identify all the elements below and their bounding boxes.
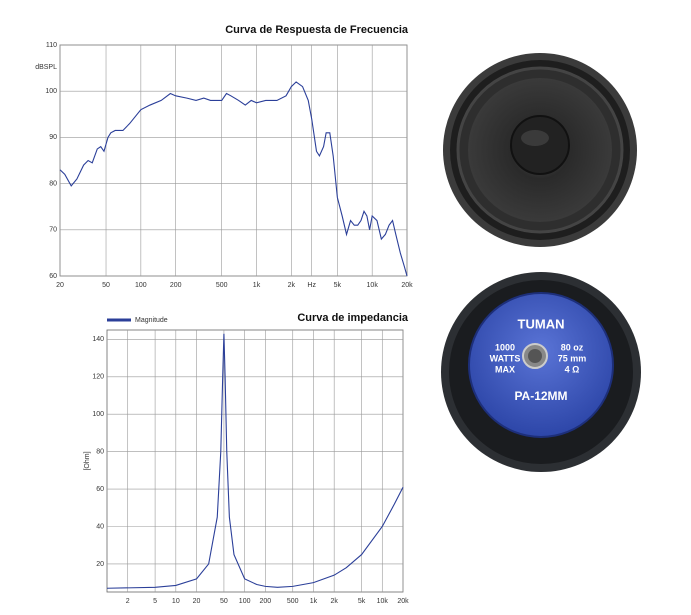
x-tick-label: 20k: [397, 598, 409, 605]
magnet: 80 oz: [561, 342, 584, 352]
speaker-top: [443, 53, 637, 247]
y-tick-label: 80: [49, 180, 57, 187]
x-tick-label: 2k: [330, 598, 338, 605]
x-tick-label: 100: [239, 598, 251, 605]
power-note: MAX: [495, 364, 515, 374]
brand: TUMAN: [518, 316, 565, 331]
y-tick-label: 120: [92, 374, 104, 381]
y-tick-label: 60: [96, 486, 104, 493]
x-tick-label: 2k: [288, 282, 296, 289]
y-tick-label: 80: [96, 448, 104, 455]
x-tick-label: 200: [260, 598, 272, 605]
impedance: 4 Ω: [565, 364, 580, 374]
legend-label: Magnitude: [135, 317, 168, 324]
model: PA-12MM: [514, 389, 567, 403]
chart-title: Curva de impedancia: [297, 312, 409, 324]
y-tick-label: 90: [49, 134, 57, 141]
speaker-bottom: TUMAN 1000 WATTS MAX 80 oz 75 mm 4 Ω PA-…: [441, 272, 641, 472]
x-tick-label: 5k: [358, 598, 366, 605]
x-tick-label: 10k: [367, 282, 379, 289]
x-tick-label: 1k: [253, 282, 261, 289]
x-tick-label: 10k: [377, 598, 389, 605]
y-tick-label: 60: [49, 273, 57, 280]
y-axis-label: dBSPL: [35, 64, 57, 71]
power-value: 1000: [495, 342, 515, 352]
data-line: [59, 81, 408, 277]
x-tick-label: 50: [220, 598, 228, 605]
x-tick-label: 1k: [310, 598, 318, 605]
power-unit: WATTS: [490, 353, 521, 363]
chart-title: Curva de Respuesta de Frecuencia: [225, 24, 409, 36]
x-tick-label: 20k: [401, 282, 413, 289]
x-tick-label: 20: [56, 282, 64, 289]
x-tick-label: 200: [170, 282, 182, 289]
x-tick-label: 5k: [334, 282, 342, 289]
plot-area: [59, 44, 408, 277]
x-tick-label: 50: [102, 282, 110, 289]
y-tick-label: 110: [46, 42, 57, 49]
x-tick-label: 2: [126, 598, 130, 605]
plot-area: [106, 329, 404, 593]
y-tick-label: 40: [96, 523, 104, 530]
y-tick-label: 20: [96, 561, 104, 568]
x-tick-label: 20: [193, 598, 201, 605]
data-line: [106, 333, 404, 589]
y-axis-label: [Ohm]: [84, 451, 91, 470]
x-tick-label: 100: [135, 282, 147, 289]
y-tick-label: 70: [49, 227, 57, 234]
y-tick-label: 100: [45, 88, 57, 95]
y-tick-label: 140: [92, 336, 104, 343]
coil: 75 mm: [558, 353, 587, 363]
x-tick-label: Hz: [307, 282, 316, 289]
x-tick-label: 500: [216, 282, 228, 289]
x-tick-label: 10: [172, 598, 180, 605]
x-tick-label: 500: [287, 598, 299, 605]
y-tick-label: 100: [92, 411, 104, 418]
x-tick-label: 5: [153, 598, 157, 605]
